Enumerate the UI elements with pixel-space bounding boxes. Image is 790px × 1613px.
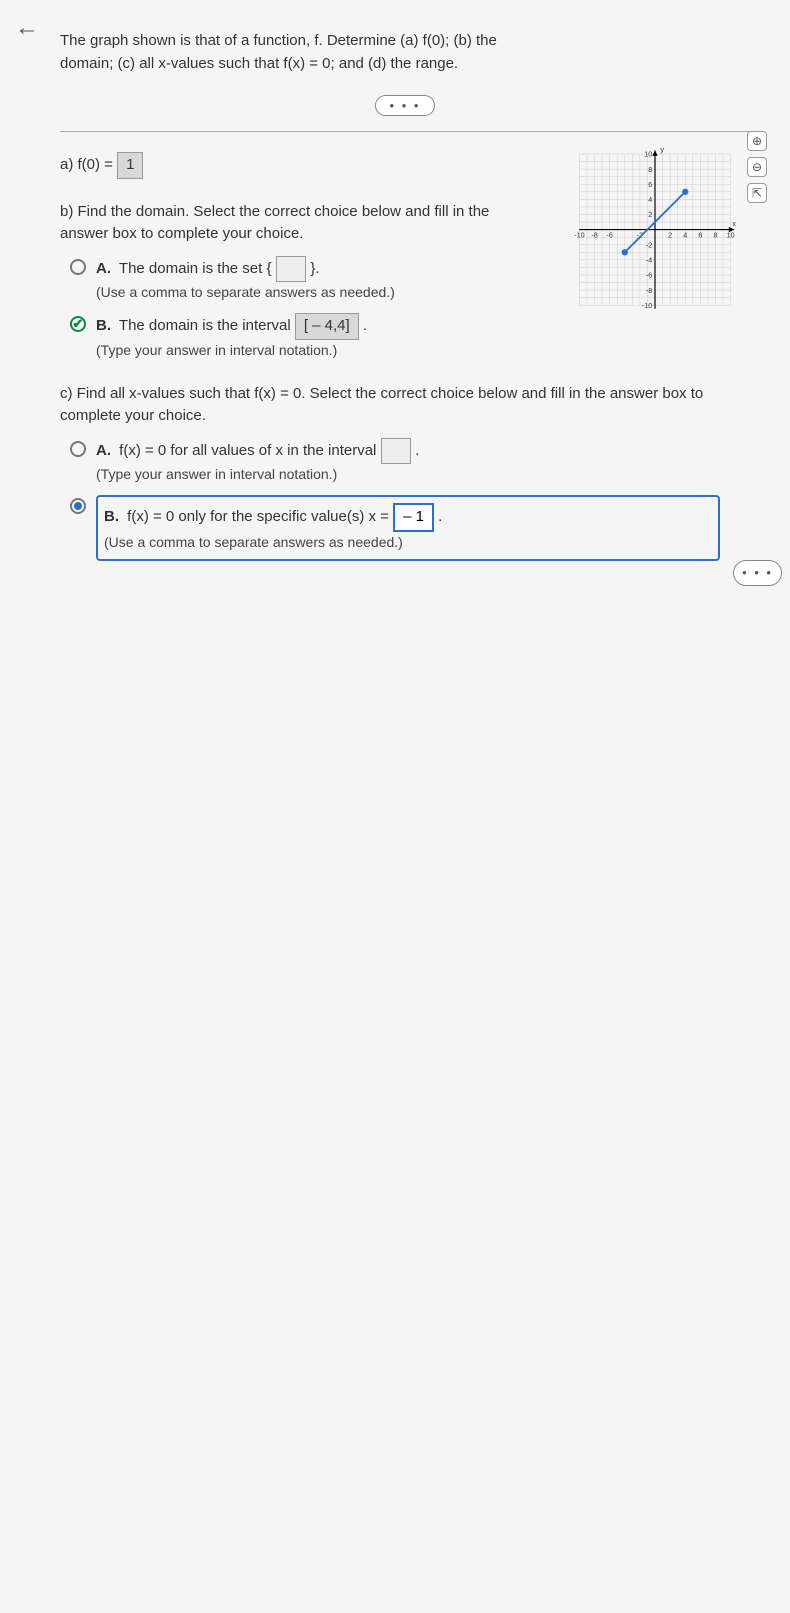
part-b-prompt: b) Find the domain. Select the correct c…	[60, 201, 540, 246]
part-b-a-input[interactable]	[276, 256, 307, 283]
choice-letter: B.	[96, 317, 111, 334]
choice-letter: A.	[96, 442, 111, 459]
svg-text:-4: -4	[646, 256, 652, 265]
zoom-in-icon[interactable]: ⊕	[747, 131, 767, 151]
svg-text:10: 10	[727, 231, 735, 240]
choice-sub: (Use a comma to separate answers as need…	[96, 282, 540, 303]
svg-text:2: 2	[668, 231, 672, 240]
svg-text:10: 10	[644, 150, 652, 159]
svg-text:2: 2	[648, 210, 652, 219]
expand-icon[interactable]: ⇱	[747, 183, 767, 203]
radio-c-a[interactable]	[70, 441, 86, 457]
part-b-choice-a[interactable]: A. The domain is the set { }. (Use a com…	[60, 256, 540, 304]
part-c-choice-a[interactable]: A. f(x) = 0 for all values of x in the i…	[60, 438, 720, 486]
svg-text:4: 4	[648, 195, 652, 204]
part-c: c) Find all x-values such that f(x) = 0.…	[60, 383, 750, 561]
svg-text:8: 8	[648, 165, 652, 174]
svg-text:6: 6	[648, 180, 652, 189]
svg-text:-8: -8	[646, 286, 652, 295]
graph-panel: ⊕ ⊖ ⇱ -10-8-6-2246810-10-8-6-4-2246810yx	[565, 135, 765, 335]
svg-text:6: 6	[698, 231, 702, 240]
choice-text: f(x) = 0 for all values of x in the inte…	[119, 442, 380, 459]
part-c-prompt: c) Find all x-values such that f(x) = 0.…	[60, 383, 720, 428]
choice-letter: A.	[96, 260, 111, 277]
radio-b-b[interactable]	[70, 316, 86, 332]
choice-text: f(x) = 0 only for the specific value(s) …	[127, 508, 393, 525]
radio-c-b[interactable]	[70, 498, 86, 514]
svg-text:-8: -8	[591, 231, 597, 240]
svg-text:-6: -6	[606, 231, 612, 240]
choice-sub: (Use a comma to separate answers as need…	[104, 532, 712, 553]
part-c-b-input[interactable]: – 1	[393, 503, 434, 532]
choice-text: The domain is the interval	[119, 317, 295, 334]
choice-letter: B.	[104, 508, 119, 525]
part-a-label: a) f(0) =	[60, 156, 113, 173]
svg-text:4: 4	[683, 231, 687, 240]
radio-b-a[interactable]	[70, 259, 86, 275]
svg-text:-2: -2	[646, 240, 652, 249]
svg-text:y: y	[660, 145, 664, 154]
function-graph: -10-8-6-2246810-10-8-6-4-2246810yx	[565, 135, 745, 335]
svg-text:-6: -6	[646, 271, 652, 280]
part-b-choice-b[interactable]: B. The domain is the interval [ – 4,4] .…	[60, 313, 540, 361]
side-dots-button[interactable]: • • •	[733, 560, 782, 586]
zoom-out-icon[interactable]: ⊖	[747, 157, 767, 177]
svg-text:-10: -10	[574, 231, 584, 240]
choice-sub: (Type your answer in interval notation.)	[96, 464, 720, 485]
question-text: The graph shown is that of a function, f…	[60, 30, 750, 75]
part-b-b-input[interactable]: [ – 4,4]	[295, 313, 359, 340]
svg-text:-10: -10	[642, 301, 652, 310]
part-a-answer[interactable]: 1	[117, 152, 143, 179]
svg-text:x: x	[732, 219, 736, 228]
choice-text: The domain is the set {	[119, 260, 272, 277]
choice-sub: (Type your answer in interval notation.)	[96, 340, 540, 361]
divider	[60, 131, 750, 132]
more-dots-button[interactable]: • • •	[375, 95, 436, 116]
svg-text:8: 8	[713, 231, 717, 240]
part-c-a-input[interactable]	[381, 438, 412, 465]
part-c-choice-b[interactable]: B. f(x) = 0 only for the specific value(…	[60, 495, 720, 561]
